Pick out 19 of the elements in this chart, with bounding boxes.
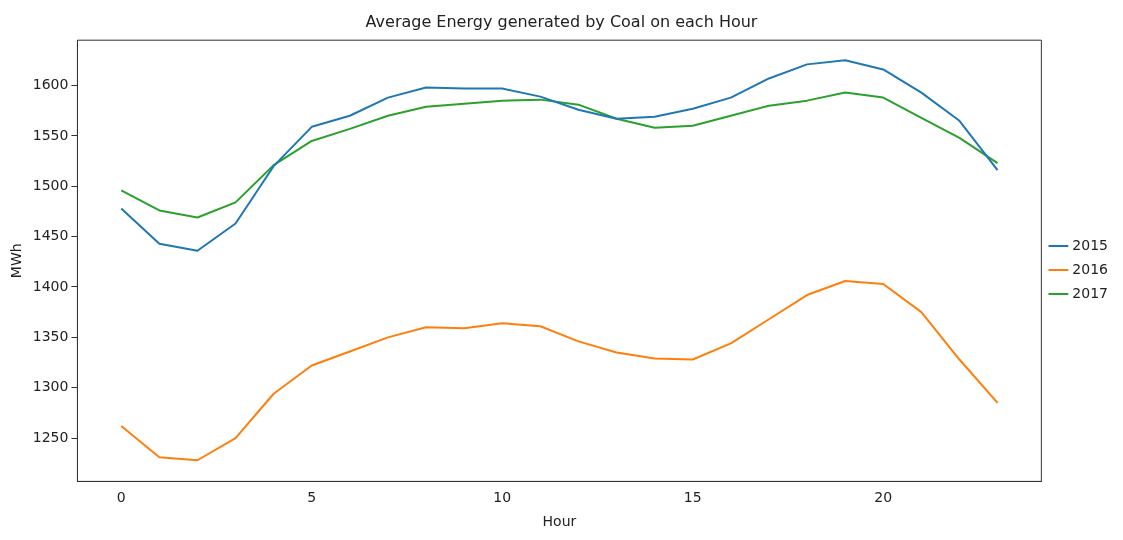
y-tick-label: 1550	[32, 126, 69, 143]
x-tick-label: 15	[683, 489, 702, 506]
x-axis-title: Hour	[542, 513, 577, 530]
x-tick-label: 10	[493, 489, 512, 506]
legend-label: 2016	[1072, 260, 1109, 277]
legend-label: 2017	[1072, 284, 1109, 301]
y-tick-label: 1600	[32, 76, 69, 93]
y-tick-label: 1300	[32, 378, 69, 395]
x-tick-label: 0	[116, 489, 126, 506]
chart-title: Average Energy generated by Coal on each Hour	[365, 11, 758, 31]
y-axis-title: MWh	[8, 243, 25, 279]
x-tick-label: 5	[307, 489, 317, 506]
y-tick-label: 1500	[32, 176, 69, 193]
legend-label: 2015	[1072, 236, 1109, 253]
y-tick-label: 1400	[32, 277, 69, 294]
y-tick-label: 1450	[32, 227, 69, 244]
y-tick-label: 1250	[32, 428, 69, 445]
y-tick-label: 1350	[32, 328, 69, 344]
x-tick-label: 20	[874, 489, 893, 506]
